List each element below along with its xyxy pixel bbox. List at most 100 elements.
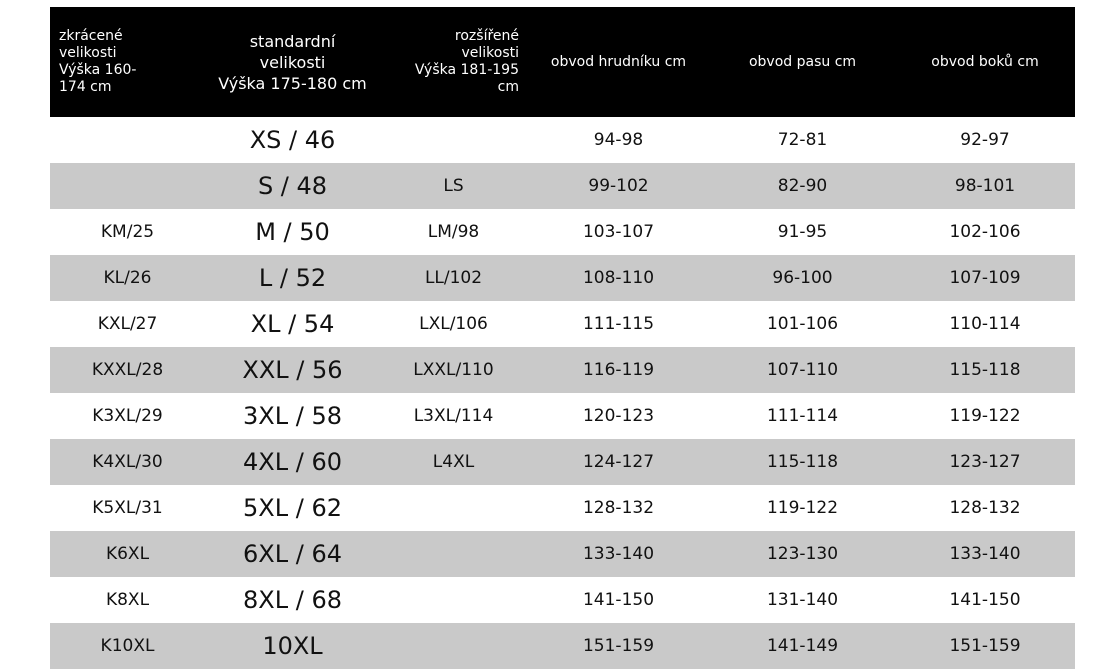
table-cell: 91-95: [777, 222, 828, 242]
table-cell: 123-130: [710, 531, 895, 577]
table-cell: 102-106: [949, 222, 1021, 242]
table-cell: KL/26: [50, 255, 205, 301]
table-cell: L3XL/114: [413, 406, 494, 426]
table-cell: XS / 46: [249, 126, 336, 154]
table-cell: 107-109: [895, 255, 1075, 301]
table-row: K6XL 6XL / 64 133-140 123-130 133-140: [50, 531, 1075, 577]
table-cell: 107-110: [710, 347, 895, 393]
table-cell: L4XL: [380, 439, 527, 485]
table-cell: S / 48: [205, 163, 380, 209]
table-cell: 92-97: [960, 130, 1010, 150]
table-cell: 131-140: [766, 590, 839, 610]
table-cell: 94-98: [593, 130, 644, 150]
table-cell: [380, 623, 527, 669]
table-cell: 110-114: [949, 314, 1021, 334]
table-cell: 115-118: [710, 439, 895, 485]
table-cell: LXXL/110: [380, 347, 527, 393]
table-cell: LS: [380, 163, 527, 209]
table-body: XS / 46 94-98 72-81 92-97 S / 48 LS 99-102 82-9…: [50, 117, 1075, 669]
table-cell: 141-149: [710, 623, 895, 669]
table-cell: K4XL/30: [50, 439, 205, 485]
table-cell: 98-101: [895, 163, 1075, 209]
table-cell: 5XL / 62: [243, 494, 342, 522]
header-text: obvod hrudníku cm: [550, 53, 687, 70]
table-cell: 151-159: [895, 623, 1075, 669]
header-text: obvod pasu cm: [748, 53, 857, 70]
table-cell: 115-118: [895, 347, 1075, 393]
table-cell: [380, 485, 527, 531]
table-cell: [380, 577, 527, 623]
header-cell: obvod hrudníku cm: [527, 7, 710, 117]
table-cell: L / 52: [205, 255, 380, 301]
table-cell: 128-132: [949, 498, 1021, 518]
table-cell: LL/102: [380, 255, 527, 301]
table-cell: 141-150: [949, 590, 1021, 610]
table-cell: KXXL/28: [50, 347, 205, 393]
table-cell: 10XL: [205, 623, 380, 669]
table-cell: 151-159: [527, 623, 710, 669]
table-row: K3XL/29 3XL / 58 L3XL/114 120-123 111-114 119…: [50, 393, 1075, 439]
table-cell: M / 50: [255, 218, 330, 246]
table-row: K10XL 10XL 151-159 141-149 151-159: [50, 623, 1075, 669]
header-text: standardní: [249, 31, 336, 51]
header-text: Výška 181-195: [414, 62, 519, 78]
header-text: 174 cm: [59, 79, 112, 95]
table-cell: 120-123: [582, 406, 655, 426]
table-cell: K6XL: [50, 531, 205, 577]
table-cell: 124-127: [527, 439, 710, 485]
table-cell: 72-81: [777, 130, 828, 150]
table-cell: KXL/27: [97, 314, 158, 334]
header-text: Výška 175-180 cm: [218, 73, 367, 93]
table-cell: 108-110: [527, 255, 710, 301]
table-cell: 111-114: [766, 406, 839, 426]
table-row: KM/25 M / 50 LM/98 103-107 91-95 102-106: [50, 209, 1075, 255]
header-text: obvod boků cm: [931, 53, 1039, 70]
table-row: KXL/27 XL / 54 LXL/106 111-115 101-106 110-11…: [50, 301, 1075, 347]
table-cell: 99-102: [527, 163, 710, 209]
header-cell: obvod pasu cm: [710, 7, 895, 117]
table-cell: 3XL / 58: [243, 402, 342, 430]
table-cell: 96-100: [710, 255, 895, 301]
table-cell: K3XL/29: [92, 406, 163, 426]
table-cell: K5XL/31: [92, 498, 163, 518]
table-cell: 8XL / 68: [243, 586, 342, 614]
header-text: cm: [497, 79, 519, 95]
table-cell: 128-132: [582, 498, 655, 518]
table-row: KXXL/28 XXL / 56 LXXL/110 116-119 107-110 115…: [50, 347, 1075, 393]
table-row: K5XL/31 5XL / 62 128-132 119-122 128-132: [50, 485, 1075, 531]
header-text: velikosti: [59, 45, 117, 61]
table-cell: 119-122: [949, 406, 1021, 426]
header-row: zkrácené velikosti Výška 160- 174 cm standar…: [50, 7, 1075, 117]
table-cell: 123-127: [895, 439, 1075, 485]
table-row: S / 48 LS 99-102 82-90 98-101: [50, 163, 1075, 209]
table-cell: LM/98: [427, 222, 480, 242]
table-row: K4XL/30 4XL / 60 L4XL 124-127 115-118 123-127: [50, 439, 1075, 485]
table-row: KL/26 L / 52 LL/102 108-110 96-100 107-109: [50, 255, 1075, 301]
table-cell: K10XL: [50, 623, 205, 669]
table-cell: [50, 163, 205, 209]
table-row: XS / 46 94-98 72-81 92-97: [50, 117, 1075, 163]
header-text: rozšířené: [454, 28, 519, 44]
header-text: zkrácené: [59, 28, 123, 44]
table-cell: 101-106: [766, 314, 839, 334]
table-cell: 4XL / 60: [205, 439, 380, 485]
table-cell: [380, 117, 527, 163]
header-cell: zkrácené velikosti Výška 160- 174 cm: [50, 7, 205, 117]
table-cell: XXL / 56: [205, 347, 380, 393]
size-table-wrap: zkrácené velikosti Výška 160- 174 cm standar…: [50, 7, 1075, 669]
table-cell: KM/25: [100, 222, 155, 242]
table-cell: K8XL: [105, 590, 150, 610]
table-row: K8XL 8XL / 68 141-150 131-140 141-150: [50, 577, 1075, 623]
table-cell: 141-150: [582, 590, 655, 610]
table-cell: LXL/106: [419, 314, 488, 334]
table-cell: 133-140: [895, 531, 1075, 577]
table-cell: 6XL / 64: [205, 531, 380, 577]
header-cell: obvod boků cm: [895, 7, 1075, 117]
size-table: zkrácené velikosti Výška 160- 174 cm standar…: [50, 7, 1075, 669]
header-text: Výška 160-: [59, 62, 137, 78]
table-cell: [50, 117, 205, 163]
table-cell: 116-119: [527, 347, 710, 393]
header-text: velikosti: [259, 52, 326, 72]
table-cell: 119-122: [766, 498, 839, 518]
